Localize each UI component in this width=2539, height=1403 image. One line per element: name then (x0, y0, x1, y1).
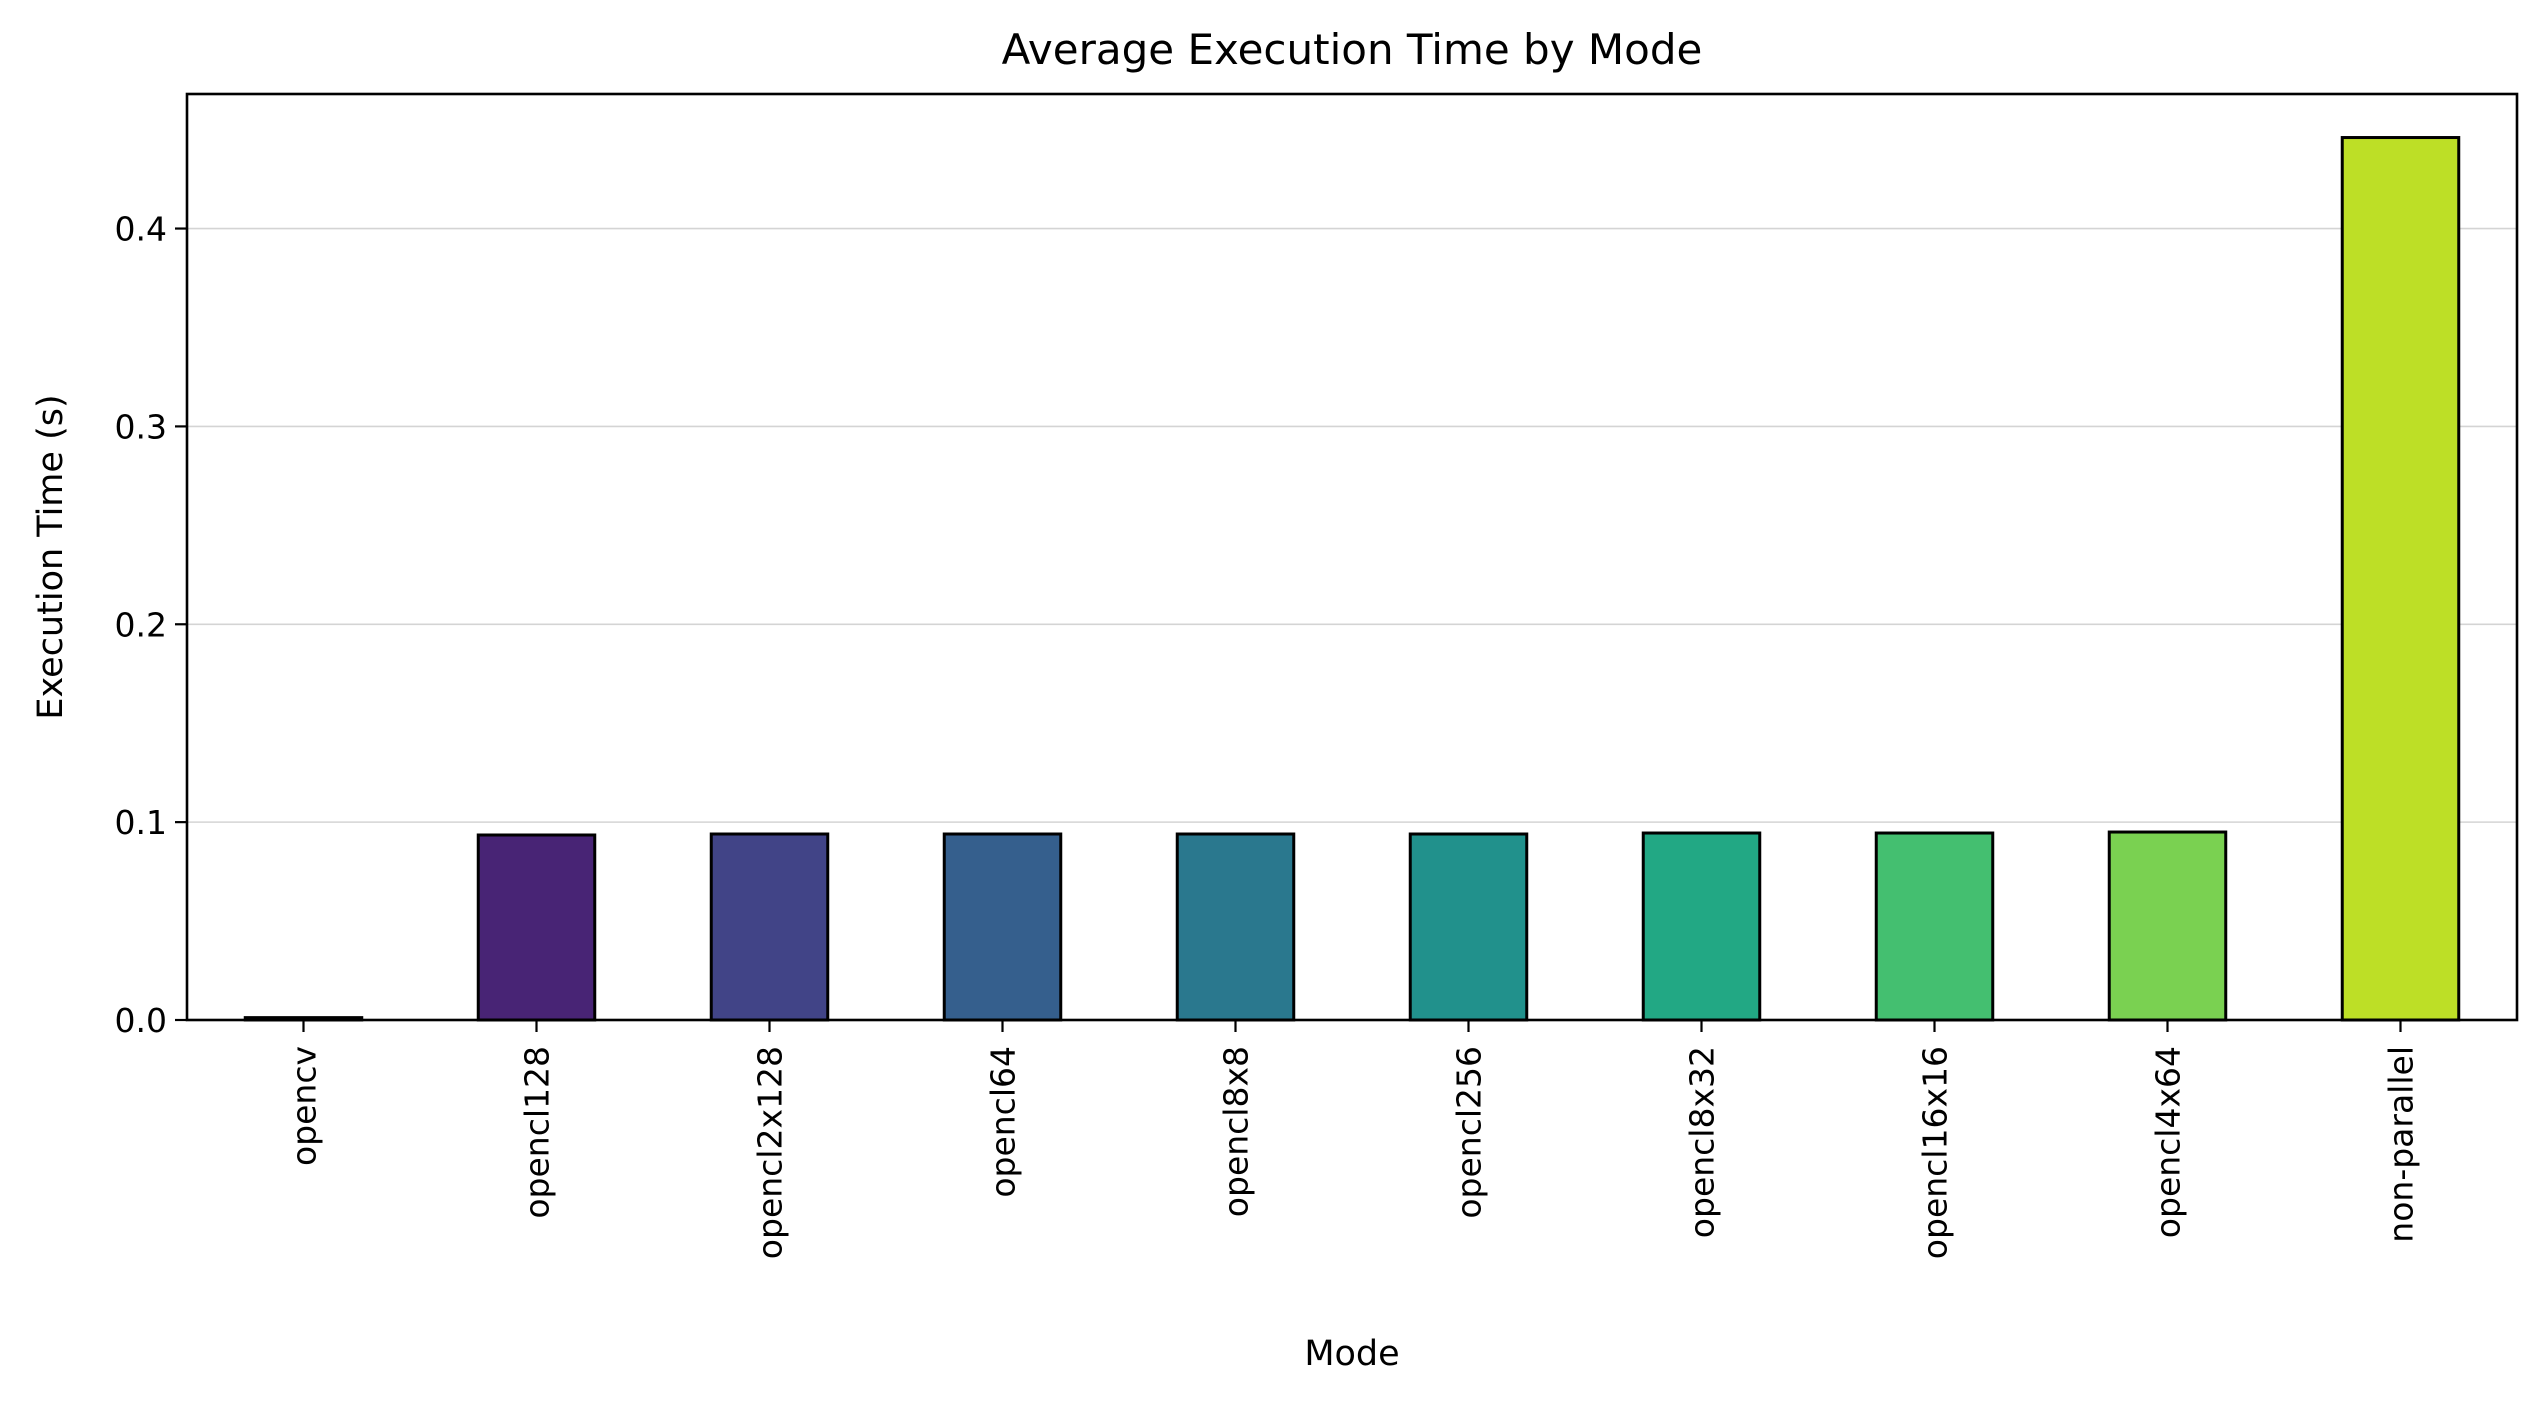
x-tick-label: opencl16x16 (1916, 1046, 1955, 1259)
y-gridlines (187, 227, 2517, 823)
x-tick-label: opencl256 (1450, 1046, 1489, 1219)
bar-opencl4x64 (2107, 830, 2228, 1022)
x-tick-label: opencv (285, 1046, 324, 1166)
y-tick-label: 0.1 (115, 803, 167, 842)
y-tick-label: 0.4 (115, 210, 167, 249)
plot-frame (185, 92, 2519, 1022)
x-tick-label: opencl4x64 (2149, 1046, 2188, 1238)
x-tick-label: non-parallel (2382, 1046, 2421, 1243)
y-tick-label: 0.2 (115, 605, 167, 644)
bars (243, 136, 2461, 1022)
x-axis-ticks: opencv opencl128 opencl2x128 opencl64 opencl… (285, 1020, 2421, 1259)
bar-opencl16x16 (1874, 831, 1995, 1022)
bar-opencl8x8 (1175, 832, 1296, 1022)
bar-opencl64 (942, 832, 1063, 1022)
x-tick-label: opencl8x32 (1683, 1046, 1722, 1238)
bar-opencl128 (476, 833, 597, 1022)
x-tick-label: opencl128 (518, 1046, 557, 1219)
x-axis-title: Mode (1304, 1334, 1399, 1374)
chart-title: Average Execution Time by Mode (1002, 25, 1703, 74)
bar-non-parallel (2340, 136, 2461, 1022)
bar-opencl2x128 (709, 832, 830, 1022)
bar-opencl256 (1408, 832, 1529, 1022)
x-tick-label: opencl64 (984, 1046, 1023, 1198)
y-axis-ticks: 0.0 0.1 0.2 0.3 0.4 (115, 210, 187, 1040)
bar-opencl8x32 (1641, 831, 1762, 1022)
x-tick-label: opencl2x128 (751, 1046, 790, 1259)
x-tick-label: opencl8x8 (1217, 1046, 1256, 1217)
y-axis-title: Execution Time (s) (31, 394, 71, 719)
y-tick-label: 0.3 (115, 407, 167, 446)
y-tick-label: 0.0 (115, 1001, 167, 1040)
